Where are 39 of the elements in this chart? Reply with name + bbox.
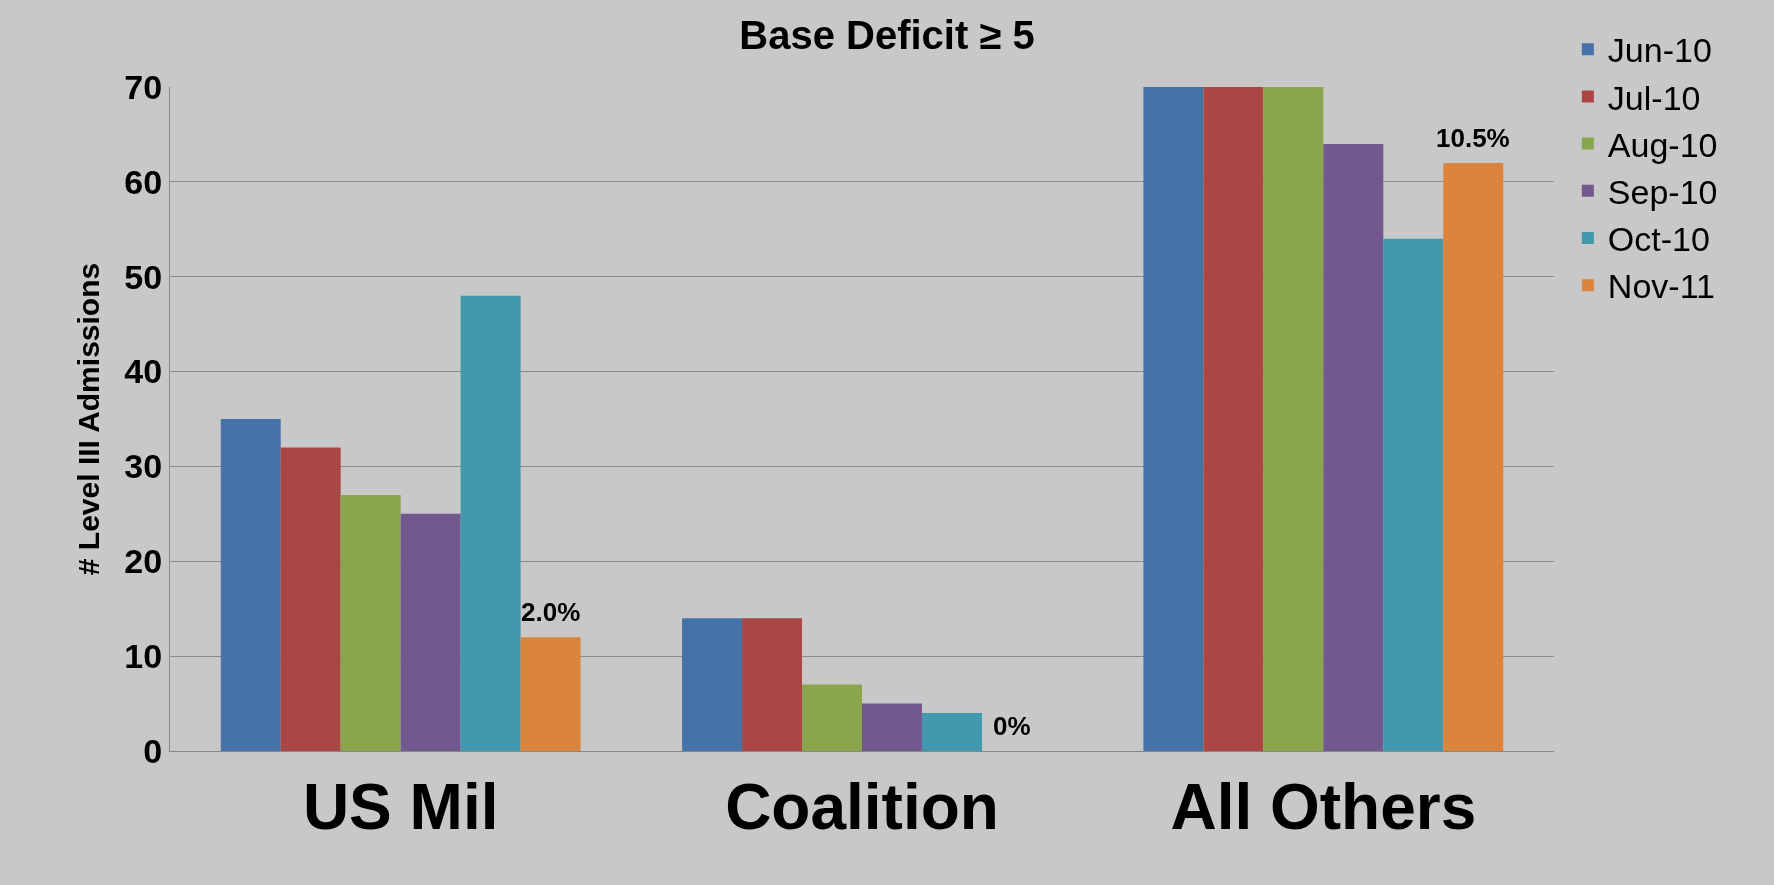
y-tick-label: 30 <box>124 447 163 486</box>
bar <box>682 618 743 751</box>
y-tick-label: 50 <box>124 257 163 296</box>
x-tick-label: Coalition <box>725 770 999 843</box>
y-axis-title: # Level III Admissions <box>72 262 106 576</box>
legend-label: Aug-10 <box>1607 125 1718 164</box>
bar <box>340 494 401 751</box>
bar <box>400 513 461 751</box>
bar <box>1443 162 1504 751</box>
legend-label: Oct-10 <box>1607 220 1710 259</box>
chart-title: Base Deficit ≥ 5 <box>739 13 1035 58</box>
y-tick-label: 70 <box>124 67 163 106</box>
x-tick-label: All Others <box>1170 770 1477 843</box>
y-tick-label: 0 <box>143 731 163 770</box>
bar <box>1383 238 1444 751</box>
bar <box>742 618 803 751</box>
legend-label: Jun-10 <box>1607 31 1712 70</box>
bar <box>460 295 521 751</box>
bar <box>862 703 922 751</box>
bar <box>921 713 982 751</box>
bar <box>280 447 341 751</box>
bar <box>220 419 281 751</box>
y-tick-label: 40 <box>124 352 163 391</box>
y-tick-label: 60 <box>124 162 163 201</box>
bar <box>1263 87 1324 751</box>
legend-label: Sep-10 <box>1607 173 1718 212</box>
x-tick-label: US Mil <box>302 770 499 843</box>
bar <box>1203 87 1264 751</box>
y-tick-label: 10 <box>124 637 163 676</box>
legend-label: Jul-10 <box>1607 78 1701 117</box>
annotation: 0% <box>993 711 1031 741</box>
bar <box>1323 143 1384 751</box>
legend-label: Nov-11 <box>1607 267 1715 306</box>
bar <box>802 684 862 751</box>
annotation: 10.5% <box>1436 123 1510 153</box>
bar <box>1143 87 1204 751</box>
annotation: 2.0% <box>521 597 581 627</box>
bar <box>520 637 581 751</box>
y-tick-label: 20 <box>124 542 163 581</box>
